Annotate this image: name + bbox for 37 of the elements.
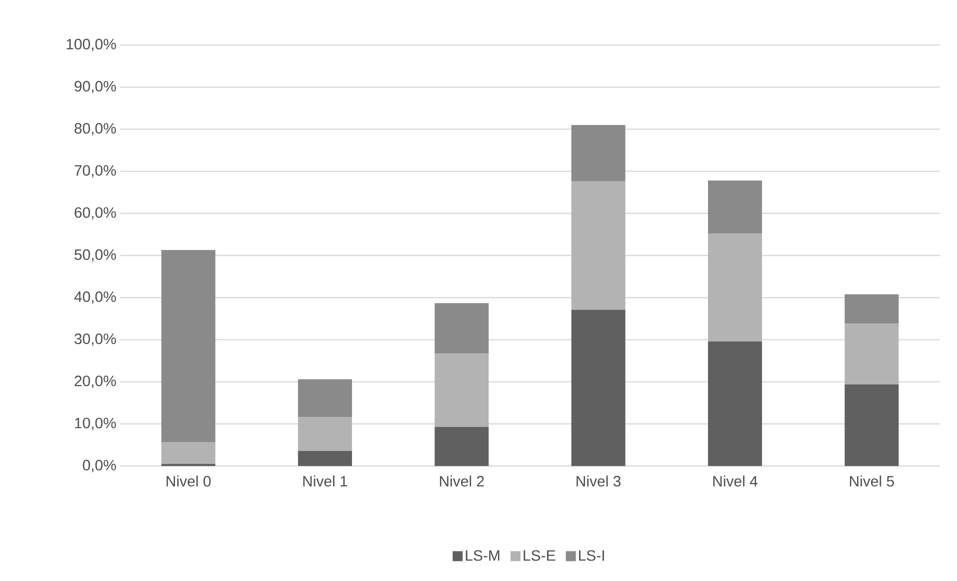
x-tick-label: Nivel 3 <box>576 476 621 487</box>
bar <box>298 379 352 418</box>
y-tick-label: 70,0% <box>74 165 116 178</box>
x-tick-label: Nivel 4 <box>713 476 758 487</box>
y-tick-label: 80,0% <box>74 123 116 136</box>
bar <box>844 324 899 384</box>
bar <box>434 354 489 427</box>
legend-label: LS-E <box>524 550 556 561</box>
bar <box>708 180 762 234</box>
y-tick-label: 60,0% <box>74 207 116 220</box>
bar <box>434 426 489 466</box>
bar <box>161 250 216 442</box>
bar <box>571 181 626 310</box>
bar <box>708 341 762 466</box>
bar <box>298 450 352 466</box>
legend-label: LS-M <box>466 550 500 561</box>
bar <box>844 384 899 466</box>
bar <box>161 442 216 464</box>
legend-label: LS-I <box>579 550 604 561</box>
x-tick-label: Nivel 0 <box>166 476 211 487</box>
y-tick-label: 10,0% <box>75 418 116 430</box>
y-tick-label: 100,0% <box>66 38 116 52</box>
bar <box>571 310 626 466</box>
y-tick-label: 50,0% <box>74 249 116 262</box>
bar <box>298 417 352 451</box>
x-tick-label: Nivel 1 <box>303 476 348 487</box>
bar <box>844 294 899 324</box>
y-tick-label: 20,0% <box>74 376 116 388</box>
y-tick-label: 40,0% <box>74 291 116 304</box>
x-tick-label: Nivel 5 <box>850 476 894 487</box>
y-tick-label: 90,0% <box>74 80 116 94</box>
y-tick-label: 0,0% <box>82 460 116 472</box>
y-tick-label: 30,0% <box>74 334 116 346</box>
bar <box>434 303 489 354</box>
x-tick-label: Nivel 2 <box>440 476 484 487</box>
bar <box>708 234 762 342</box>
bar <box>571 124 626 182</box>
